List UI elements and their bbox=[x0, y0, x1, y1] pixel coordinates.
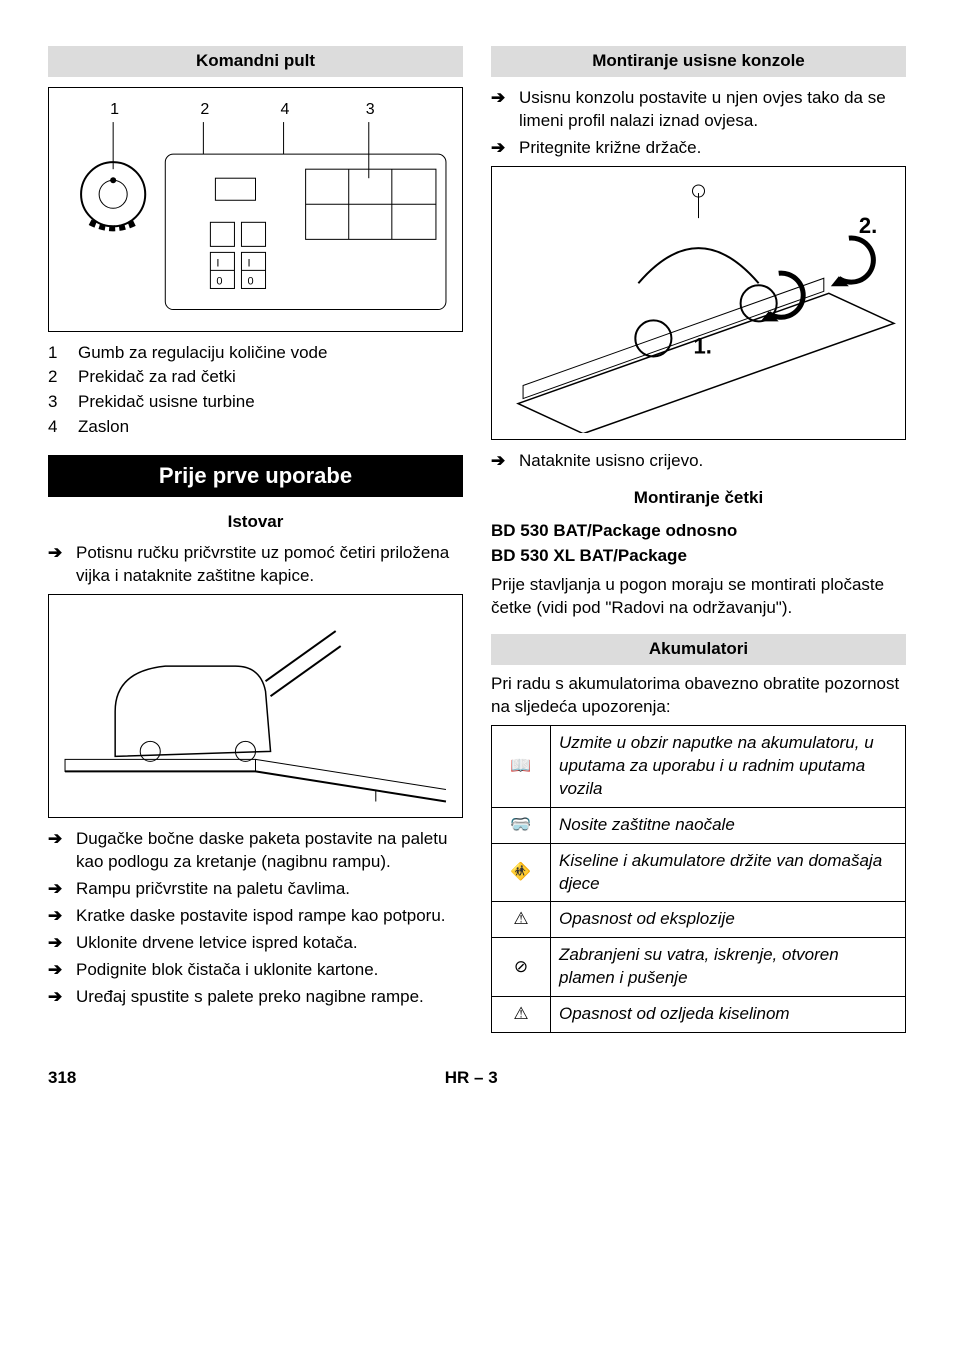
suction-bar-steps: Usisnu konzolu postavite u njen ovjes ta… bbox=[491, 87, 906, 160]
footer-spacer bbox=[866, 1067, 906, 1090]
list-item: Potisnu ručku pričvrstite uz pomoć četir… bbox=[48, 542, 463, 588]
list-item: Usisnu konzolu postavite u njen ovjes ta… bbox=[491, 87, 906, 133]
before-first-use-title: Prije prve uporabe bbox=[48, 455, 463, 497]
fig-label-1: 1. bbox=[693, 333, 711, 358]
brush-text: Prije stavljanja u pogon moraju se monti… bbox=[491, 574, 906, 620]
table-row: 🚸Kiseline i akumulatore držite van domaš… bbox=[492, 843, 906, 902]
warnings-table: 📖Uzmite u obzir naputke na akumulatoru, … bbox=[491, 725, 906, 1033]
list-item: Uklonite drvene letvice ispred kotača. bbox=[48, 932, 463, 955]
control-panel-title: Komandni pult bbox=[48, 46, 463, 77]
svg-text:I: I bbox=[247, 257, 250, 269]
svg-text:I: I bbox=[216, 257, 219, 269]
svg-text:0: 0 bbox=[216, 275, 222, 287]
table-row: ⚠Opasnost od eksplozije bbox=[492, 902, 906, 938]
panel-label-4: 4 bbox=[281, 100, 290, 118]
goggles-icon: 🥽 bbox=[492, 807, 551, 843]
unloading-steps: Dugačke bočne daske paketa postavite na … bbox=[48, 828, 463, 1009]
control-panel-figure: 1 2 4 3 bbox=[48, 87, 463, 332]
unloading-step1: Potisnu ručku pričvrstite uz pomoć četir… bbox=[48, 542, 463, 588]
list-item: Pritegnite križne držače. bbox=[491, 137, 906, 160]
explosion-icon: ⚠ bbox=[492, 902, 551, 938]
warn-text: Opasnost od eksplozije bbox=[551, 902, 906, 938]
list-item: Rampu pričvrstite na paletu čavlima. bbox=[48, 878, 463, 901]
brush-mount-title: Montiranje četki bbox=[491, 487, 906, 510]
table-row: ⊘Zabranjeni su vatra, iskrenje, otvoren … bbox=[492, 938, 906, 997]
list-item: Uređaj spustite s palete preko nagibne r… bbox=[48, 986, 463, 1009]
legend-item: 4Zaslon bbox=[48, 416, 463, 439]
list-item: Dugačke bočne daske paketa postavite na … bbox=[48, 828, 463, 874]
batteries-intro: Pri radu s akumulatorima obavezno obrati… bbox=[491, 673, 906, 719]
panel-label-1: 1 bbox=[110, 100, 119, 118]
svg-text:0: 0 bbox=[247, 275, 253, 287]
page-columns: Komandni pult 1 2 4 3 bbox=[48, 40, 906, 1033]
children-icon: 🚸 bbox=[492, 843, 551, 902]
right-column: Montiranje usisne konzole Usisnu konzolu… bbox=[491, 40, 906, 1033]
warn-text: Zabranjeni su vatra, iskrenje, otvoren p… bbox=[551, 938, 906, 997]
warn-text: Opasnost od ozljeda kiselinom bbox=[551, 997, 906, 1033]
model-line2: BD 530 XL BAT/Package bbox=[491, 545, 906, 568]
footer-center: HR – 3 bbox=[76, 1067, 866, 1090]
panel-label-3: 3 bbox=[366, 100, 375, 118]
no-fire-icon: ⊘ bbox=[492, 938, 551, 997]
table-row: 📖Uzmite u obzir naputke na akumulatoru, … bbox=[492, 725, 906, 807]
model-line1: BD 530 BAT/Package odnosno bbox=[491, 520, 906, 543]
legend-item: 1Gumb za regulaciju količine vode bbox=[48, 342, 463, 365]
manual-icon: 📖 bbox=[492, 725, 551, 807]
panel-label-2: 2 bbox=[200, 100, 209, 118]
table-row: ⚠Opasnost od ozljeda kiselinom bbox=[492, 997, 906, 1033]
page-footer: 318 HR – 3 bbox=[48, 1067, 906, 1090]
suction-bar-title: Montiranje usisne konzole bbox=[491, 46, 906, 77]
list-item: Kratke daske postavite ispod rampe kao p… bbox=[48, 905, 463, 928]
legend-item: 2Prekidač za rad četki bbox=[48, 366, 463, 389]
fig-label-2: 2. bbox=[859, 213, 877, 238]
acid-icon: ⚠ bbox=[492, 997, 551, 1033]
table-row: 🥽Nosite zaštitne naočale bbox=[492, 807, 906, 843]
list-item: Nataknite usisno crijevo. bbox=[491, 450, 906, 473]
warn-text: Nosite zaštitne naočale bbox=[551, 807, 906, 843]
unloading-figure bbox=[48, 594, 463, 819]
page-number: 318 bbox=[48, 1067, 76, 1090]
batteries-title: Akumulatori bbox=[491, 634, 906, 665]
unloading-title: Istovar bbox=[48, 511, 463, 534]
warn-text: Kiseline i akumulatore držite van domaša… bbox=[551, 843, 906, 902]
control-panel-legend: 1Gumb za regulaciju količine vode 2Preki… bbox=[48, 342, 463, 440]
suction-hose-step: Nataknite usisno crijevo. bbox=[491, 450, 906, 473]
suction-bar-figure: 1. 2. bbox=[491, 166, 906, 441]
list-item: Podignite blok čistača i uklonite karton… bbox=[48, 959, 463, 982]
warn-text: Uzmite u obzir naputke na akumulatoru, u… bbox=[551, 725, 906, 807]
left-column: Komandni pult 1 2 4 3 bbox=[48, 40, 463, 1033]
legend-item: 3Prekidač usisne turbine bbox=[48, 391, 463, 414]
